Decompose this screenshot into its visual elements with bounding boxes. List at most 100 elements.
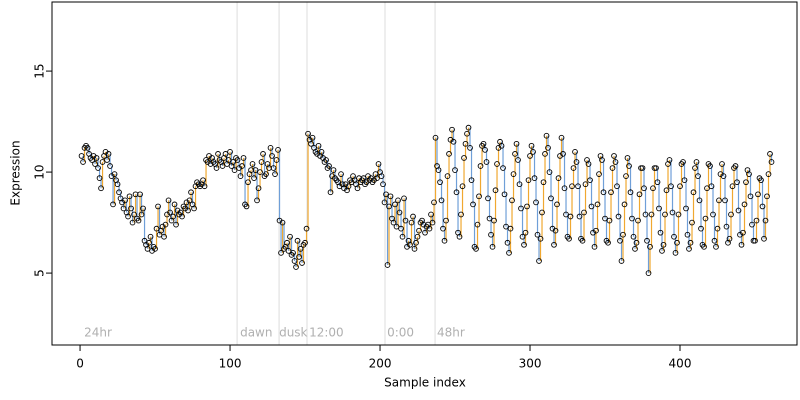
point (671, 233, 677, 240)
point (137, 191, 143, 198)
point (315, 142, 322, 149)
point (740, 229, 746, 236)
point (507, 225, 514, 232)
point (641, 185, 647, 192)
point (600, 189, 607, 196)
point (284, 239, 290, 246)
point (116, 189, 122, 196)
point (128, 205, 134, 212)
point (456, 233, 463, 240)
point (494, 161, 500, 167)
point (278, 250, 284, 256)
point (645, 270, 652, 276)
point (612, 159, 619, 165)
annotation: dawn (240, 326, 272, 340)
point (591, 243, 598, 250)
point (444, 173, 451, 179)
point (96, 175, 103, 181)
point (735, 207, 742, 214)
point (581, 209, 587, 216)
point (458, 211, 464, 218)
point (560, 151, 566, 157)
point (395, 197, 401, 204)
point (114, 181, 121, 188)
point (611, 153, 617, 159)
point (548, 195, 554, 202)
point (692, 165, 698, 171)
point (267, 144, 274, 151)
point (309, 134, 316, 141)
point (503, 223, 509, 230)
point (654, 179, 661, 186)
point (147, 233, 154, 240)
point (125, 213, 131, 220)
point (543, 132, 550, 139)
point (92, 161, 98, 167)
point (722, 197, 728, 204)
point (245, 179, 251, 186)
point (663, 187, 670, 194)
point (239, 163, 245, 169)
point (122, 197, 128, 204)
point (296, 254, 302, 260)
point (759, 203, 766, 210)
point (752, 237, 758, 244)
point (129, 219, 136, 226)
point (459, 183, 466, 190)
point (260, 151, 266, 157)
point (191, 205, 197, 212)
point (618, 258, 625, 264)
point (393, 223, 400, 230)
point (627, 189, 634, 196)
point (104, 157, 110, 163)
point (386, 203, 392, 210)
point (98, 185, 104, 192)
point (185, 207, 191, 214)
point (465, 124, 472, 131)
point (528, 142, 535, 149)
point (152, 245, 158, 252)
point (531, 175, 538, 181)
point (272, 171, 278, 177)
point (734, 179, 740, 186)
point (747, 193, 754, 200)
point (764, 193, 770, 200)
point (743, 179, 749, 186)
point (719, 161, 725, 167)
point (327, 189, 334, 196)
point (153, 225, 160, 232)
point (345, 183, 352, 190)
point (530, 149, 536, 155)
point (80, 159, 86, 165)
point (452, 167, 458, 173)
point (551, 241, 557, 248)
point (720, 173, 727, 179)
point (626, 163, 632, 169)
point (162, 221, 169, 228)
point (696, 197, 703, 204)
annotation: dusk (279, 326, 307, 340)
point (698, 225, 704, 232)
point (384, 262, 391, 268)
point (483, 159, 490, 165)
point (467, 144, 473, 151)
point (402, 217, 409, 224)
point (575, 183, 581, 190)
point (305, 130, 311, 137)
point (609, 165, 616, 171)
point (413, 239, 419, 246)
point (426, 225, 433, 232)
point (488, 231, 494, 238)
annotation: 24hr (84, 326, 112, 340)
point (596, 171, 602, 177)
point (680, 159, 686, 165)
point (545, 144, 551, 151)
point (509, 197, 515, 204)
point (105, 151, 112, 157)
point (360, 175, 367, 181)
point (428, 211, 434, 218)
point (536, 258, 542, 264)
point (84, 144, 91, 151)
point (414, 233, 421, 240)
